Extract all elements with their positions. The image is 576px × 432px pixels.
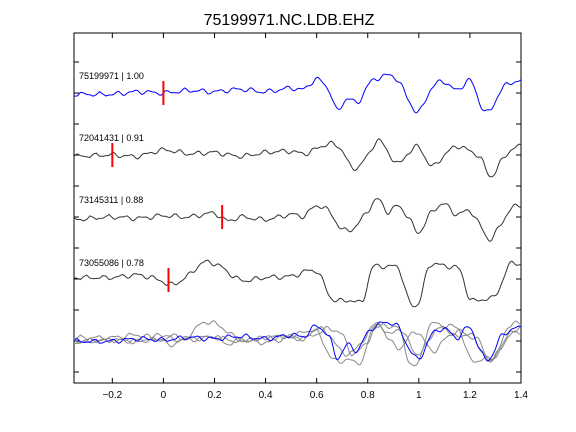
- x-tick-label: 1: [416, 390, 422, 401]
- x-tick-label: −0.2: [102, 390, 122, 401]
- x-tick-label: 0.6: [310, 390, 324, 401]
- trace-line: [73, 73, 522, 114]
- plot-axes: [73, 32, 522, 384]
- trace-label: 75199971 | 1.00: [79, 71, 144, 81]
- trace-line: [73, 259, 522, 308]
- overlay-line: [73, 323, 522, 363]
- x-tick-label: 0.2: [208, 390, 222, 401]
- x-tick-label: 0.8: [361, 390, 375, 401]
- trace-label: 73055086 | 0.78: [79, 258, 144, 268]
- chart-title: 75199971.NC.LDB.EHZ: [204, 12, 375, 29]
- trace-line: [73, 138, 522, 178]
- x-tick-label: 1.2: [463, 390, 477, 401]
- trace: 73145311 | 0.88: [73, 195, 522, 242]
- trace: 75199971 | 1.00: [73, 71, 522, 114]
- overlay-group: [73, 320, 522, 367]
- overlay-line: [73, 321, 522, 362]
- trace-label: 73145311 | 0.88: [79, 195, 143, 205]
- axis-ticks: −0.2 0 0.2 0.4 0.6 0.8 1 1.2 1.4: [74, 33, 528, 401]
- x-tick-label: 0.4: [259, 390, 273, 401]
- trace: 72041431 | 0.91: [73, 133, 522, 178]
- trace: 73055086 | 0.78: [73, 258, 522, 308]
- trace-line: [73, 198, 522, 242]
- x-tick-label: 1.4: [514, 390, 528, 401]
- trace-group: 75199971 | 1.00 72041431 | 0.91 73145311 |…: [73, 71, 522, 308]
- x-tick-label: 0: [161, 390, 167, 401]
- overlay-line: [73, 320, 522, 367]
- overlay-line: [73, 321, 522, 362]
- trace-label: 72041431 | 0.91: [79, 133, 144, 143]
